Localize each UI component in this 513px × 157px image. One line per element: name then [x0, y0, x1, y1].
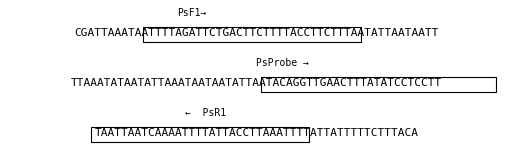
Text: PsF1→: PsF1→ [177, 8, 206, 18]
Bar [261, 76, 496, 92]
Text: PsProbe →: PsProbe → [256, 58, 309, 68]
Text: ←  PsR1: ← PsR1 [185, 108, 226, 118]
Text: CGATTAAATAATTTTAGATTCTGACTTCTTTTACCTTCTTTAATATTAATAATT: CGATTAAATAATTTTAGATTCTGACTTCTTTTACCTTCTT… [74, 28, 439, 38]
Bar [91, 127, 309, 143]
Bar [143, 27, 361, 43]
Text: TAATTAATCAAAATTTTATTACCTTAAATTTTATTATTTTTCTTTACA: TAATTAATCAAAATTTTATTACCTTAAATTTTATTATTTT… [94, 128, 419, 138]
Text: TTAAATATAATATTAAATAATAATATTAATACAGGTTGAACTTTATATCCTCCTT: TTAAATATAATATTAAATAATAATATTAATACAGGTTGAA… [71, 78, 442, 88]
